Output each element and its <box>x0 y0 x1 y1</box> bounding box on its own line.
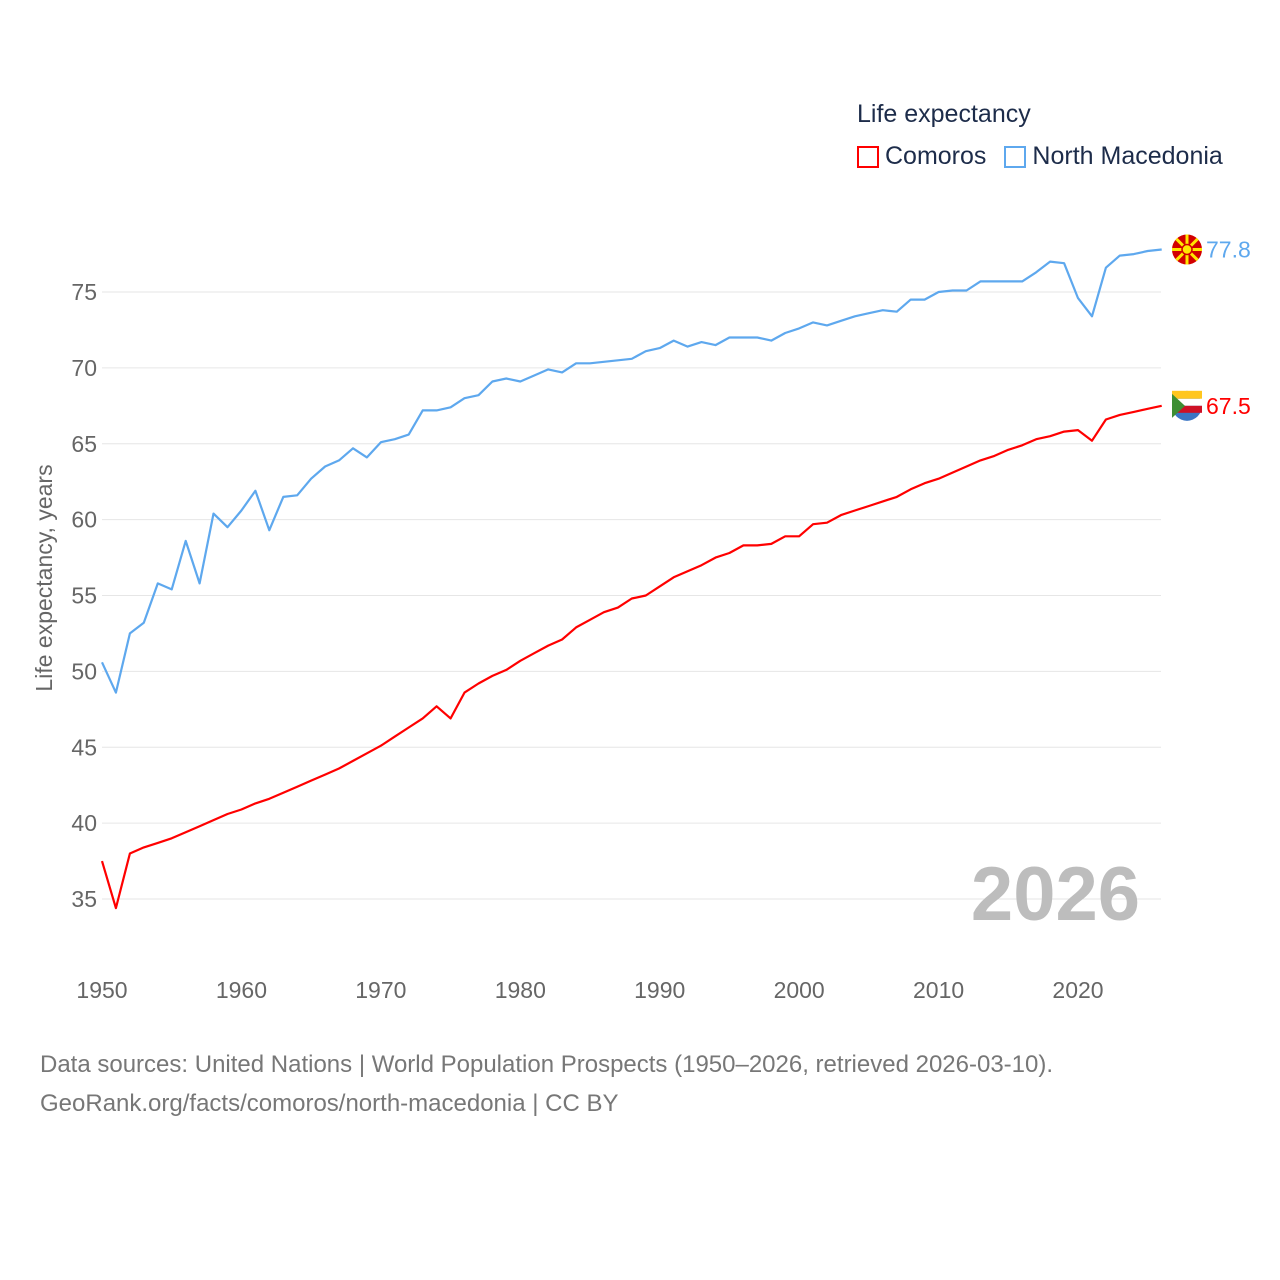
x-tick-label: 1970 <box>355 977 406 1003</box>
end-value-label: 67.5 <box>1206 393 1251 419</box>
x-tick-label: 1980 <box>495 977 546 1003</box>
y-tick-label: 65 <box>71 431 97 457</box>
y-tick-label: 45 <box>71 734 97 760</box>
x-tick-label: 2010 <box>913 977 964 1003</box>
flag-sun <box>1181 243 1193 256</box>
series-line-north-macedonia <box>101 248 1162 694</box>
series-line-comoros <box>100 404 1162 910</box>
x-tick-label: 1950 <box>76 977 127 1003</box>
end-value-label: 77.8 <box>1206 237 1251 263</box>
x-tick-label: 1990 <box>634 977 685 1003</box>
y-tick-label: 40 <box>71 810 97 836</box>
source-url: GeoRank.org/facts/comoros/north-macedoni… <box>40 1090 619 1117</box>
y-tick-label: 55 <box>71 583 97 609</box>
source-line: Data sources: United Nations | World Pop… <box>40 1051 1054 1078</box>
y-tick-label: 35 <box>71 886 97 912</box>
legend-swatch <box>1004 145 1027 168</box>
y-axis-label: Life expectancy, years <box>31 464 57 691</box>
y-tick-label: 70 <box>71 355 97 381</box>
source-note: Data sources: United Nations | World Pop… <box>40 1045 1053 1123</box>
legend-item-north-macedonia[interactable]: North Macedonia <box>1004 142 1223 171</box>
y-tick-label: 75 <box>71 279 97 305</box>
flag-triangle <box>1172 393 1185 418</box>
legend-item-comoros[interactable]: Comoros <box>857 142 986 171</box>
y-tick-label: 50 <box>71 658 97 684</box>
x-tick-label: 1960 <box>216 977 267 1003</box>
x-tick-label: 2020 <box>1052 977 1103 1003</box>
legend-title: Life expectancy <box>857 100 1031 128</box>
flag-stripe <box>1172 390 1202 399</box>
legend-swatch <box>857 145 879 168</box>
x-tick-label: 2000 <box>774 977 825 1003</box>
year-watermark: 2026 <box>971 852 1140 937</box>
flag-stripe <box>1172 398 1202 406</box>
legend-label: North Macedonia <box>1032 142 1223 170</box>
legend-label: Comoros <box>885 142 987 170</box>
flag-stripe <box>1172 405 1202 413</box>
y-tick-label: 60 <box>71 507 97 533</box>
legend: Comoros North Macedonia <box>857 142 1241 171</box>
